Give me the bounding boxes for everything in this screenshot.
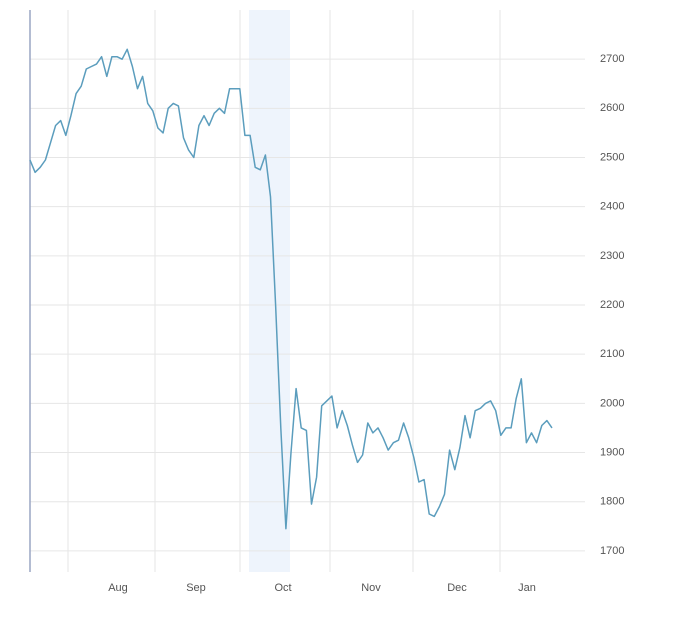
y-tick-label: 1700: [600, 545, 624, 557]
x-tick-label: Aug: [108, 582, 128, 594]
y-tick-label: 2200: [600, 299, 624, 311]
y-tick-label: 2500: [600, 151, 624, 163]
y-tick-label: 2400: [600, 201, 624, 213]
y-tick-label: 1800: [600, 496, 624, 508]
x-tick-label: Oct: [274, 582, 291, 594]
x-tick-label: Jan: [518, 582, 536, 594]
x-tick-label: Nov: [361, 582, 381, 594]
y-tick-label: 2300: [600, 250, 624, 262]
y-tick-label: 2700: [600, 53, 624, 65]
y-tick-label: 2100: [600, 348, 624, 360]
y-tick-label: 1900: [600, 446, 624, 458]
x-tick-label: Sep: [186, 582, 206, 594]
y-tick-label: 2000: [600, 397, 624, 409]
x-tick-label: Dec: [447, 582, 467, 594]
price-line: [29, 48, 553, 530]
y-tick-label: 2600: [600, 102, 624, 114]
